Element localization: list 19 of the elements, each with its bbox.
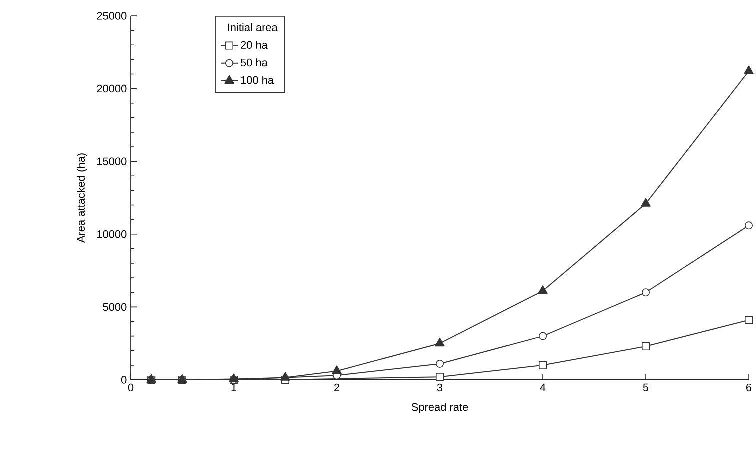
x-tick-label: 0	[128, 384, 134, 392]
y-tick-label: 10000	[98, 230, 127, 238]
y-tick-label: 5000	[103, 303, 127, 312]
y-tick-label: 25000	[97, 12, 127, 20]
x-axis-title: Spread rate	[412, 403, 468, 414]
y-axis-title: Area attacked (ha)	[76, 154, 88, 244]
x-tick-label: 3	[437, 384, 443, 392]
legend-label: 50 ha	[240, 58, 268, 67]
y-tick-label: 20000	[97, 84, 127, 93]
legend-title: Initial area	[228, 23, 278, 32]
y-tick-label: 0	[121, 376, 127, 384]
x-tick-label: 5	[643, 384, 649, 392]
x-tick-label: 4	[540, 384, 546, 392]
x-tick-label: 1	[232, 384, 237, 392]
legend-label: 100 ha	[241, 76, 274, 84]
y-tick-label: 15000	[98, 158, 127, 166]
legend-label: 20 ha	[241, 41, 268, 50]
x-tick-label: 6	[746, 384, 752, 392]
x-tick-label: 2	[334, 384, 340, 392]
